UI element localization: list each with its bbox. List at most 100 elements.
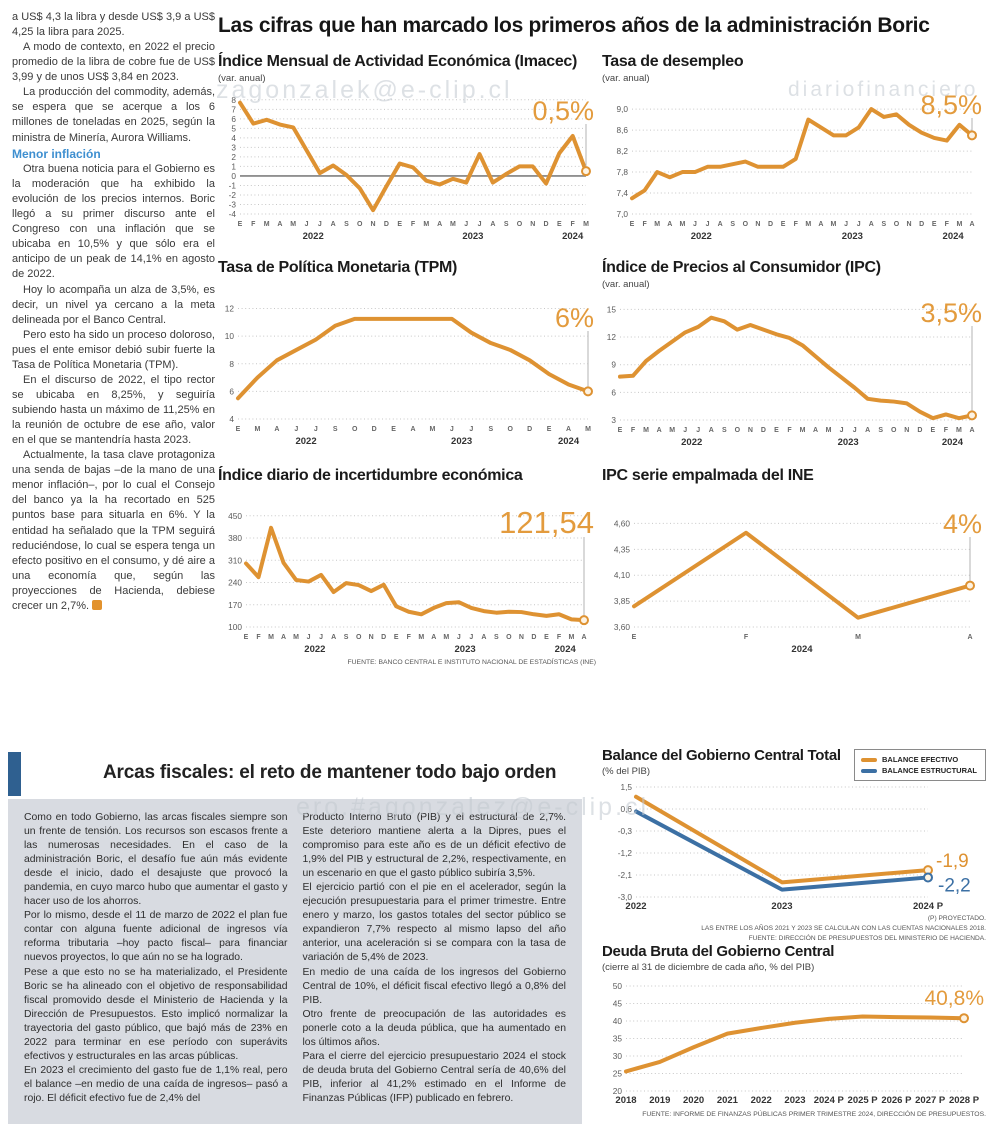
svg-text:N: N	[748, 427, 753, 434]
svg-text:F: F	[571, 221, 576, 228]
svg-text:2022: 2022	[625, 901, 646, 912]
legend-label: BALANCE EFECTIVO	[882, 755, 959, 764]
balance-chart-title: Balance del Gobierno Central Total	[602, 747, 841, 764]
deuda-chart-title: Deuda Bruta del Gobierno Central	[602, 943, 835, 960]
svg-text:30: 30	[613, 1051, 623, 1061]
ipc-ine-chart-block: IPC serie empalmada del INE 4,60 4,35 4,10…	[602, 467, 986, 657]
svg-text:M: M	[800, 427, 806, 434]
svg-text:170: 170	[228, 600, 242, 610]
svg-text:-0,3: -0,3	[618, 826, 633, 836]
deuda-chart-subtitle: (cierre al 31 de diciembre de cada año, …	[602, 961, 815, 973]
svg-text:2022: 2022	[295, 436, 316, 447]
svg-text:F: F	[557, 634, 562, 641]
svg-text:7,8: 7,8	[616, 167, 628, 177]
svg-text:2028 P: 2028 P	[949, 1095, 980, 1106]
svg-text:4,10: 4,10	[614, 570, 631, 580]
svg-text:M: M	[583, 221, 589, 228]
svg-text:380: 380	[228, 533, 242, 543]
ipc-chart-title: Índice de Precios al Consumidor (IPC)	[602, 259, 881, 276]
svg-text:M: M	[290, 221, 296, 228]
ipc-chart-subtitle: (var. anual)	[602, 278, 650, 290]
svg-text:-4: -4	[229, 209, 237, 219]
svg-text:S: S	[730, 221, 735, 228]
svg-text:A: A	[281, 634, 286, 641]
balance-chart-footnotes: (P) PROYECTADO. LAS ENTRE LOS AÑOS 2021 …	[602, 914, 986, 944]
svg-text:N: N	[519, 634, 524, 641]
article-paragraph: Hoy lo acompaña un alza de 3,5%, es deci…	[12, 283, 215, 326]
svg-text:A: A	[718, 221, 723, 228]
svg-text:8,2: 8,2	[616, 146, 628, 156]
svg-text:2: 2	[231, 152, 236, 162]
svg-text:A: A	[481, 634, 486, 641]
svg-text:4: 4	[231, 133, 236, 143]
incertidumbre-chart-block: Índice diario de incertidumbre económica…	[218, 467, 596, 666]
svg-text:7: 7	[231, 104, 236, 114]
svg-text:F: F	[411, 221, 416, 228]
svg-text:2023: 2023	[451, 436, 472, 447]
svg-text:2024 P: 2024 P	[814, 1095, 845, 1106]
svg-text:J: J	[840, 427, 844, 434]
svg-text:8: 8	[231, 95, 236, 105]
svg-text:M: M	[430, 426, 436, 433]
svg-text:F: F	[407, 634, 412, 641]
estructural-line-swatch-icon	[861, 768, 877, 773]
svg-text:E: E	[244, 634, 249, 641]
svg-text:J: J	[305, 221, 309, 228]
arcas-fiscales-header: Arcas fiscales: el reto de mantener todo…	[8, 749, 582, 799]
svg-text:S: S	[722, 427, 727, 434]
svg-text:E: E	[544, 634, 549, 641]
svg-text:D: D	[531, 634, 536, 641]
svg-text:M: M	[805, 221, 811, 228]
svg-text:F: F	[945, 221, 950, 228]
svg-text:E: E	[397, 221, 402, 228]
balance-legend: BALANCE EFECTIVO BALANCE ESTRUCTURAL	[854, 749, 986, 781]
svg-text:S: S	[882, 221, 887, 228]
svg-text:-3,0: -3,0	[618, 892, 633, 902]
svg-text:9,0: 9,0	[616, 104, 628, 114]
svg-text:6: 6	[229, 386, 234, 396]
svg-text:D: D	[768, 221, 773, 228]
svg-text:40: 40	[613, 1016, 623, 1026]
svg-text:2024: 2024	[942, 437, 964, 448]
svg-text:E: E	[238, 221, 243, 228]
svg-text:S: S	[494, 634, 499, 641]
svg-text:D: D	[761, 427, 766, 434]
svg-text:S: S	[488, 426, 493, 433]
svg-text:2024: 2024	[943, 231, 965, 242]
svg-text:M: M	[654, 221, 660, 228]
arcas-paragraph: Como en todo Gobierno, las arcas fiscale…	[24, 812, 288, 908]
arcas-paragraph: El ejercicio partió con el pie en el ace…	[302, 882, 567, 964]
svg-text:A: A	[331, 221, 336, 228]
svg-text:0,6: 0,6	[620, 804, 632, 814]
efectivo-line-swatch-icon	[861, 757, 877, 762]
svg-text:O: O	[517, 221, 523, 228]
svg-text:M: M	[585, 426, 591, 433]
svg-text:J: J	[844, 221, 848, 228]
footnote: (P) PROYECTADO.	[927, 914, 986, 922]
svg-text:4,60: 4,60	[614, 518, 631, 528]
desempleo-chart: 9,08,68,27,87,47,0E F M A M J J A S O N D E F M A M J J A S O…	[616, 90, 982, 242]
svg-text:7,4: 7,4	[616, 188, 628, 198]
svg-text:E: E	[931, 427, 936, 434]
svg-text:2020: 2020	[683, 1095, 704, 1106]
svg-text:2023: 2023	[784, 1095, 805, 1106]
deuda-chart-block: Deuda Bruta del Gobierno Central (cierre…	[602, 944, 986, 1118]
svg-text:J: J	[318, 221, 322, 228]
svg-text:M: M	[418, 634, 424, 641]
ipc-ine-chart: 4,60 4,35 4,10 3,85 3,60E F M A 2024 4%	[614, 509, 982, 655]
svg-text:J: J	[683, 427, 687, 434]
svg-text:A: A	[869, 221, 874, 228]
svg-text:M: M	[855, 634, 861, 641]
svg-text:F: F	[744, 634, 749, 641]
svg-text:F: F	[631, 427, 636, 434]
incertidumbre-chart-title: Índice diario de incertidumbre económica	[218, 467, 523, 484]
svg-text:J: J	[693, 221, 697, 228]
svg-text:121,54: 121,54	[499, 505, 594, 540]
svg-text:J: J	[469, 634, 473, 641]
svg-text:M: M	[826, 427, 832, 434]
tpm-chart-block: Tasa de Política Monetaria (TPM) 12 10 8 6 4…	[218, 259, 596, 449]
svg-text:2018: 2018	[615, 1095, 636, 1106]
svg-text:N: N	[904, 427, 909, 434]
svg-text:A: A	[709, 427, 714, 434]
